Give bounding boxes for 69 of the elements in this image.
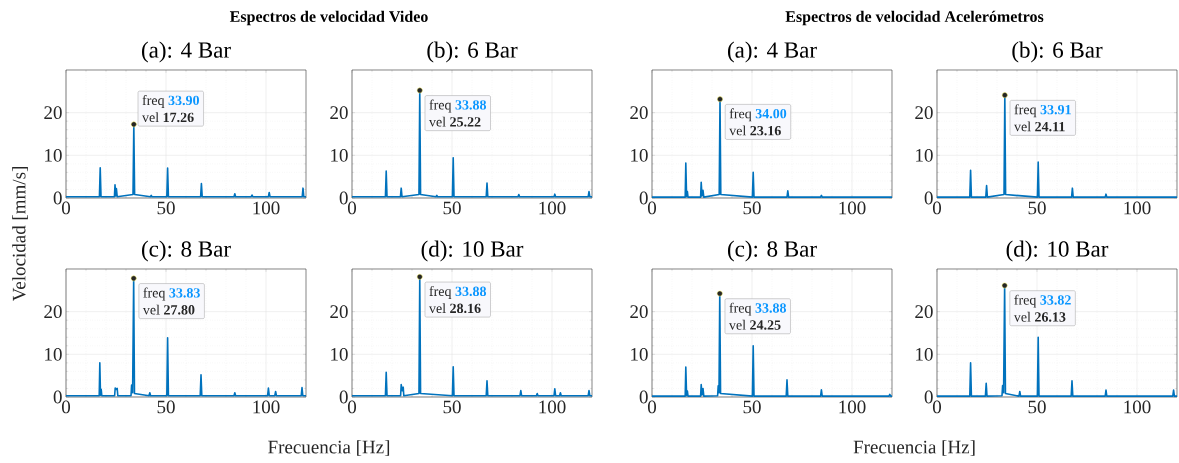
chart-title: (b): 6 Bar: [1012, 41, 1103, 63]
annotation: freq 33.88: [429, 99, 487, 113]
x-tick-label: 100: [253, 201, 280, 215]
y-tick-label: 20: [630, 106, 648, 120]
x-tick-label: 50: [743, 400, 761, 414]
y-tick-label: 0: [639, 390, 648, 404]
annotation: vel 26.13: [1013, 311, 1066, 322]
y-tick-label: 20: [630, 305, 648, 319]
chart-title: (b): 6 Bar: [427, 41, 518, 63]
annotation: vel 27.80: [142, 304, 195, 315]
y-tick-label: 10: [331, 347, 348, 361]
x-tick-label: 50: [1028, 400, 1046, 414]
text: Espectros de velocidad Acelerómetros: [785, 10, 1044, 26]
y-tick-label: 20: [44, 305, 62, 319]
annotation: freq 33.90: [142, 95, 200, 108]
annotation: freq 33.83: [143, 287, 200, 301]
y-tick-label: 10: [631, 148, 648, 162]
y-tick-label: 0: [339, 390, 348, 404]
annotation: vel 25.22: [428, 116, 481, 127]
x-tick-label: 100: [539, 201, 566, 215]
x-tick-label: 100: [839, 201, 866, 215]
y-axis-title: Velocidad [mm/s]: [12, 167, 28, 302]
x-tick-label: 100: [1124, 201, 1151, 215]
annotation: freq 33.88: [729, 302, 787, 316]
y-tick-label: 10: [916, 148, 933, 162]
y-tick-label: 20: [915, 305, 933, 319]
annotation: vel 24.11: [1014, 121, 1065, 132]
y-tick-label: 0: [924, 191, 933, 205]
chart-title: (d): 10 Bar: [421, 240, 524, 262]
x-tick-label: 100: [839, 400, 866, 414]
x-tick-label: 50: [443, 201, 461, 215]
x-axis-title: Frecuencia [Hz]: [853, 440, 975, 456]
chart-title: (a): 4 Bar: [727, 41, 817, 63]
y-tick-label: 0: [53, 191, 62, 205]
x-tick-label: 50: [157, 400, 175, 414]
x-axis-title: Frecuencia [Hz]: [268, 440, 390, 456]
y-tick-label: 10: [631, 347, 648, 361]
y-tick-label: 0: [339, 191, 348, 205]
x-tick-label: 50: [443, 400, 461, 414]
y-tick-label: 20: [44, 106, 62, 120]
y-tick-label: 10: [331, 148, 348, 162]
annotation: vel 24.25: [728, 319, 781, 330]
x-tick-label: 50: [1028, 201, 1046, 215]
chart-title: (a): 4 Bar: [142, 41, 231, 63]
annotation: freq 33.82: [1014, 294, 1071, 308]
chart-title: (c): 8 Bar: [142, 240, 231, 262]
annotation: vel 28.16: [428, 303, 481, 314]
chart-title: (c): 8 Bar: [727, 240, 817, 262]
text: Espectros de velocidad Video: [229, 10, 428, 26]
x-tick-label: 50: [743, 201, 761, 215]
annotation: vel 23.16: [729, 125, 781, 136]
y-tick-label: 10: [916, 347, 933, 361]
annotation: freq 33.88: [429, 286, 487, 299]
y-tick-label: 0: [639, 191, 648, 205]
x-tick-label: 50: [157, 201, 175, 215]
annotation: freq 34.00: [729, 108, 787, 122]
x-tick-label: 100: [1124, 400, 1151, 414]
y-tick-label: 20: [330, 305, 348, 319]
y-tick-label: 10: [45, 347, 62, 361]
y-tick-label: 0: [53, 390, 62, 404]
y-tick-label: 20: [915, 106, 933, 120]
annotation: freq 33.91: [1014, 104, 1071, 118]
y-tick-label: 0: [924, 390, 933, 404]
annotation: vel 17.26: [142, 112, 194, 123]
y-tick-label: 20: [330, 106, 348, 120]
x-tick-label: 100: [539, 400, 566, 414]
chart-title: (d): 10 Bar: [1006, 240, 1109, 262]
x-tick-label: 100: [253, 400, 280, 414]
y-tick-label: 10: [45, 148, 62, 162]
